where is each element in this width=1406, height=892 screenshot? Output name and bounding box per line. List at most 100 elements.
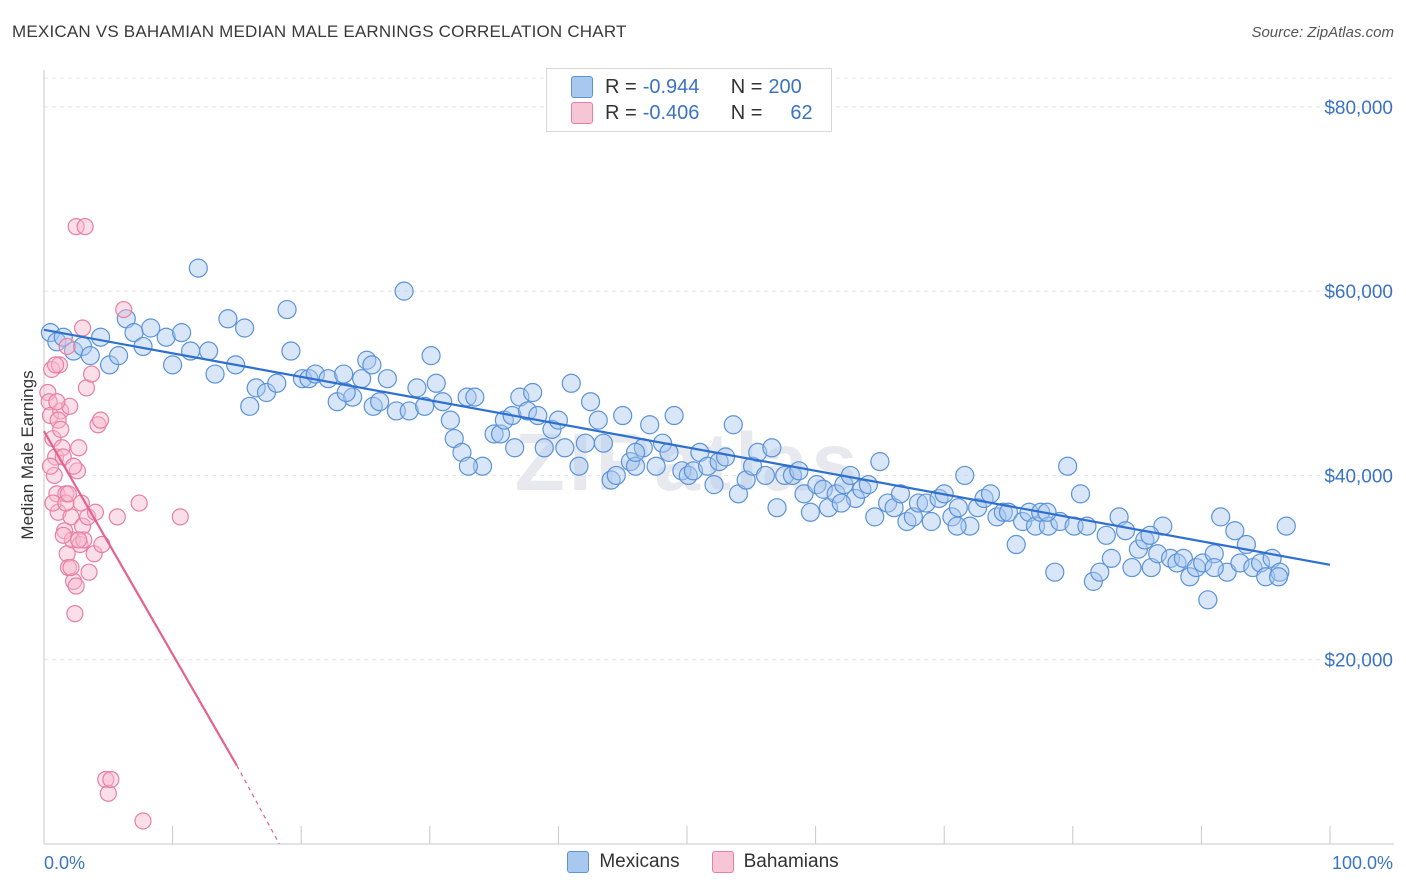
data-point-mexicans	[399, 401, 419, 421]
data-point-mexicans	[472, 456, 493, 476]
data-point-mexicans	[606, 465, 626, 486]
data-point-bahamians	[80, 563, 98, 581]
data-point-mexicans	[1115, 521, 1136, 541]
data-point-mexicans	[334, 364, 354, 384]
data-point-bahamians	[108, 508, 126, 526]
data-point-mexicans	[336, 382, 356, 403]
data-point-bahamians	[44, 494, 62, 512]
data-point-mexicans	[813, 479, 833, 499]
data-point-mexicans	[580, 392, 601, 412]
y-tick-label: $40,000	[1324, 466, 1393, 487]
x-tick-labels: 0.0% 100.0%	[44, 853, 1393, 873]
series-legend: Mexicans Bahamians	[0, 851, 1406, 873]
axes	[43, 70, 1394, 845]
x-tick-label: 100.0%	[1332, 853, 1393, 873]
data-point-mexicans	[646, 456, 666, 476]
data-point-bahamians	[52, 420, 70, 438]
data-point-mexicans	[407, 378, 427, 398]
data-point-bahamians	[41, 457, 60, 475]
data-point-mexicans	[908, 493, 929, 513]
data-point-bahamians	[50, 356, 69, 374]
data-point-mexicans	[1070, 484, 1091, 504]
data-point-mexicans	[1204, 557, 1224, 578]
data-point-mexicans	[235, 318, 255, 338]
data-point-bahamians	[91, 411, 110, 429]
data-point-mexicans	[865, 507, 885, 527]
data-point-mexicans	[697, 456, 718, 476]
data-point-mexicans	[218, 309, 238, 329]
y-axis-label: Median Male Earnings	[18, 370, 37, 539]
data-point-bahamians	[48, 393, 66, 411]
data-point-mexicans	[163, 355, 183, 375]
data-point-mexicans	[664, 405, 684, 426]
data-point-mexicans	[465, 387, 485, 407]
data-point-mexicans	[593, 433, 614, 453]
trend-lines	[43, 328, 1331, 845]
data-point-mexicans	[715, 447, 736, 467]
legend-swatch-bahamians	[711, 851, 734, 873]
data-point-mexicans	[484, 424, 504, 444]
data-point-bahamians	[93, 535, 111, 554]
data-point-mexicans	[281, 341, 301, 361]
legend-item-mexicans: Mexicans	[567, 851, 680, 873]
stats-legend: R = -0.944 N = 200 R = -0.406 N = 62	[546, 68, 832, 132]
legend-label-mexicans: Mexicans	[599, 851, 680, 872]
chart-source: Source: ZipAtlas.com	[1251, 24, 1394, 41]
data-point-mexicans	[1225, 521, 1245, 541]
legend-r-value: -0.406	[642, 101, 700, 124]
data-point-mexicans	[980, 484, 1001, 504]
data-point-mexicans	[916, 493, 936, 513]
data-point-mexicans	[575, 433, 596, 453]
data-point-bahamians	[64, 572, 83, 590]
data-point-mexicans	[199, 341, 219, 361]
data-point-mexicans	[870, 452, 890, 472]
legend-row-mexicans: R = -0.944 N = 200	[571, 74, 802, 100]
data-point-mexicans	[588, 410, 608, 430]
data-point-mexicans	[108, 346, 129, 366]
data-point-mexicans	[1101, 548, 1121, 568]
data-point-bahamians	[134, 812, 152, 830]
data-point-bahamians	[89, 416, 107, 434]
data-point-mexicans	[767, 498, 787, 518]
data-point-mexicans	[458, 456, 478, 476]
data-point-bahamians	[59, 485, 78, 503]
legend-row-bahamians: R = -0.406 N = 62	[571, 100, 813, 126]
data-point-mexicans	[748, 442, 768, 462]
legend-r-label: R =	[605, 75, 637, 98]
data-point-mexicans	[246, 378, 266, 398]
data-point-mexicans	[1268, 567, 1289, 587]
data-point-bahamians	[73, 517, 92, 535]
data-point-mexicans	[1096, 525, 1116, 545]
data-point-mexicans	[426, 373, 446, 393]
data-point-mexicans	[704, 475, 724, 495]
data-point-mexicans	[370, 392, 390, 412]
data-point-mexicans	[948, 498, 968, 518]
data-point-mexicans	[90, 327, 111, 347]
series-mexicans	[40, 258, 1296, 610]
legend-r-label: R =	[605, 101, 637, 124]
data-point-mexicans	[1122, 557, 1142, 578]
data-point-mexicans	[569, 456, 589, 476]
trend-line-bahamians-extension	[236, 765, 280, 845]
data-point-mexicans	[613, 405, 633, 426]
data-point-mexicans	[955, 465, 975, 486]
legend-swatch-bahamians	[571, 102, 593, 124]
data-point-mexicans	[505, 438, 525, 458]
data-point-mexicans	[517, 401, 538, 421]
data-point-mexicans	[1006, 534, 1026, 555]
data-point-bahamians	[70, 439, 88, 457]
data-point-mexicans	[421, 346, 441, 366]
data-point-mexicans	[172, 323, 192, 343]
trend-line-bahamians	[43, 430, 238, 767]
data-point-mexicans	[561, 373, 581, 393]
legend-n-label: N =	[730, 75, 763, 98]
data-point-bahamians	[67, 577, 85, 595]
data-point-mexicans	[80, 346, 100, 366]
data-point-mexicans	[205, 364, 225, 384]
data-point-mexicans	[755, 465, 776, 486]
data-point-mexicans	[683, 461, 704, 481]
data-point-bahamians	[115, 300, 133, 319]
data-point-mexicans	[1276, 516, 1296, 536]
y-tick-labels: $20,000 $40,000 $60,000 $80,000	[1324, 98, 1393, 672]
